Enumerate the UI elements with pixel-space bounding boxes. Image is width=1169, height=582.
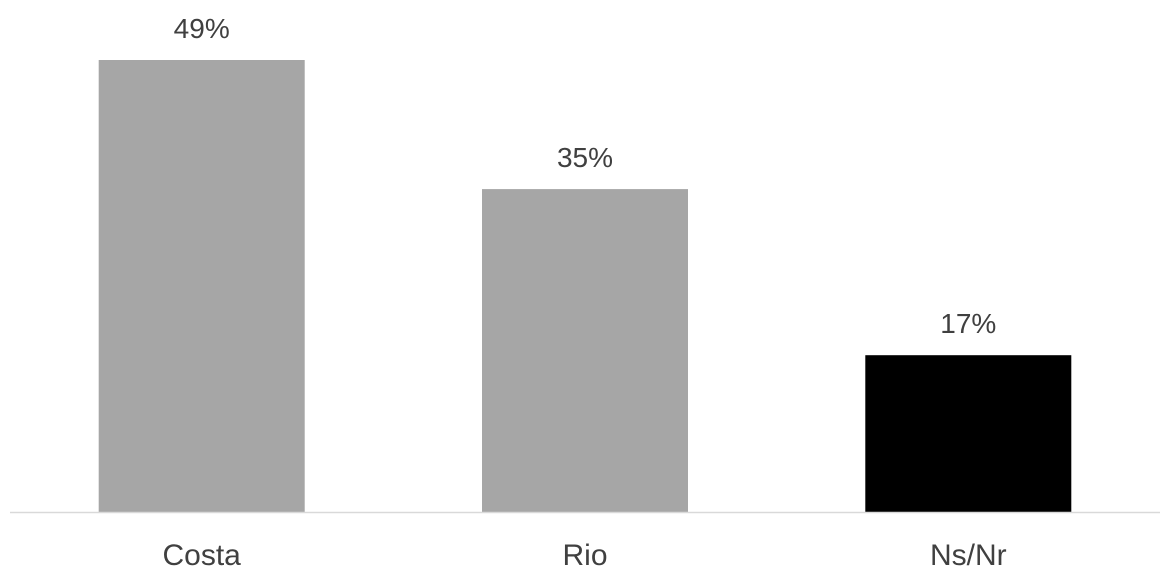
data-labels-layer: 49% 35% 17% <box>174 13 997 339</box>
x-tick-label: Rio <box>562 539 607 572</box>
x-tick-label: Costa <box>163 539 242 572</box>
x-tick-label: Ns/Nr <box>930 539 1007 572</box>
data-label: 35% <box>557 142 613 173</box>
bar-costa <box>98 60 305 512</box>
data-label: 17% <box>940 308 996 339</box>
bar-ns-nr <box>865 355 1072 512</box>
bar-rio <box>482 189 688 512</box>
data-label: 49% <box>174 13 230 44</box>
bars-layer <box>98 60 1072 512</box>
category-labels-layer: Costa Rio Ns/Nr <box>163 539 1007 572</box>
